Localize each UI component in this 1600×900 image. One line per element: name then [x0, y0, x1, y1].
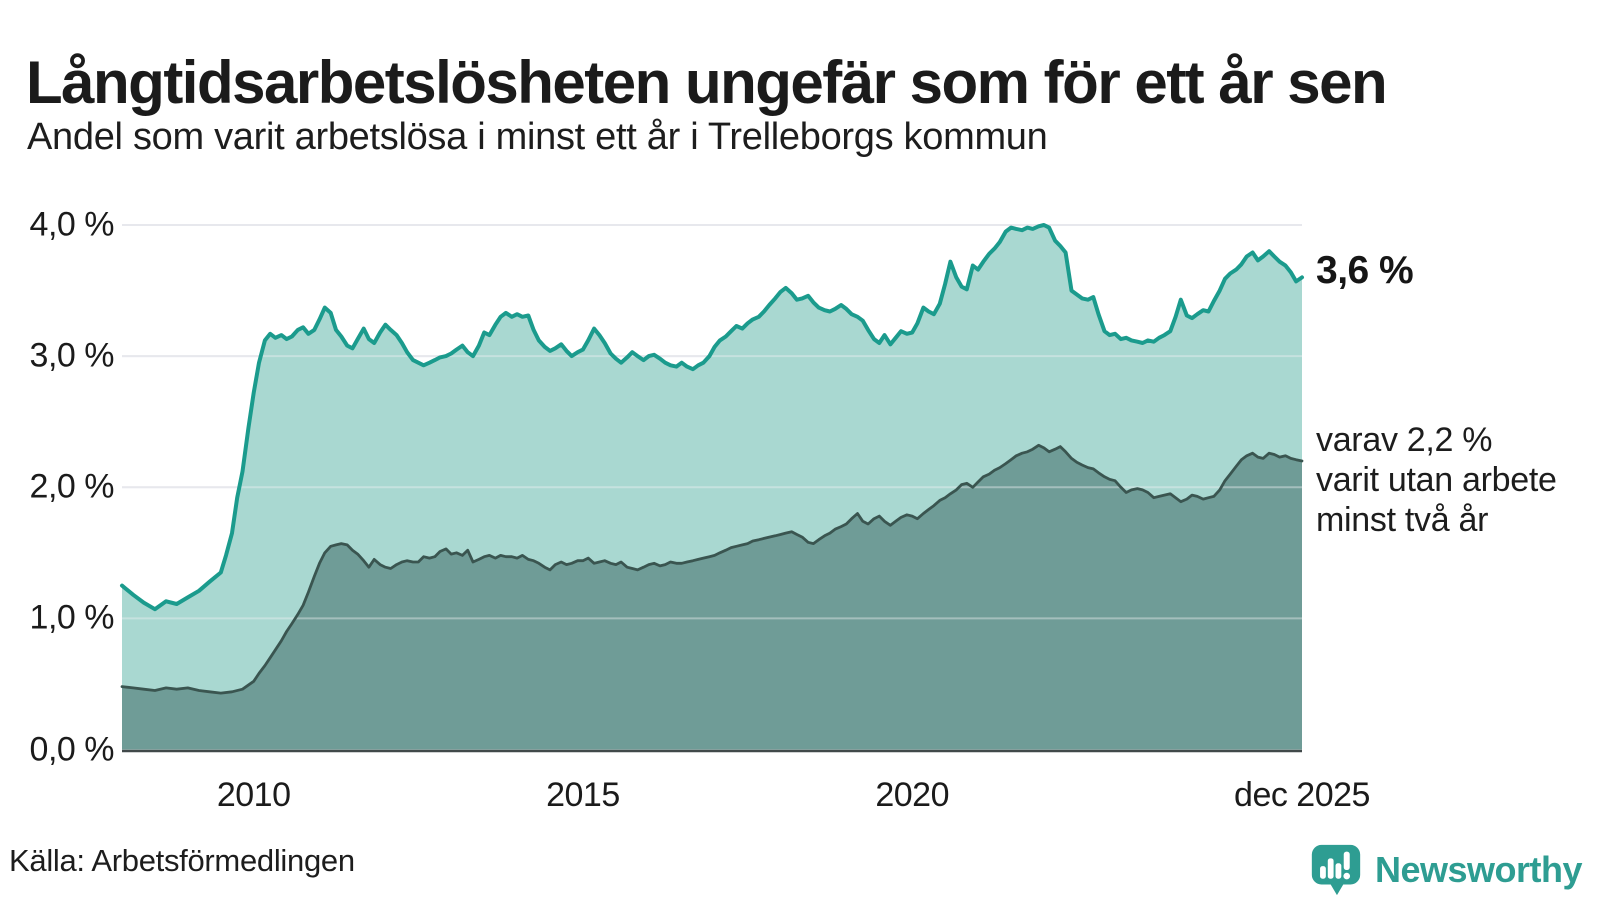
bar-2 [1327, 858, 1334, 879]
two-year-annotation-line1: varav 2,2 % [1316, 421, 1493, 459]
newsworthy-logo-icon [1311, 844, 1361, 896]
bar-3 [1335, 863, 1342, 879]
page-subtitle: Andel som varit arbetslösa i minst ett å… [27, 116, 1048, 158]
y-tick-label: 0,0 % [29, 730, 115, 768]
two-year-annotation: varav 2,2 % varit utan arbete minst två … [1316, 420, 1557, 540]
area-minst-tva-ar [122, 445, 1302, 750]
line-minst-tva-ar [120, 443, 1304, 695]
exclamation-dot [1343, 872, 1350, 880]
brand-lockup: Newsworthy [1307, 840, 1583, 900]
bar-1 [1320, 866, 1326, 879]
brand-wordmark: Newsworthy [1374, 849, 1583, 890]
two-year-annotation-line3: minst två år [1316, 501, 1489, 539]
y-tick-label: 3,0 % [29, 336, 115, 375]
source-note: Källa: Arbetsförmedlingen [9, 843, 355, 878]
x-tick-label: 2015 [546, 776, 620, 814]
x-tick-label: 2020 [875, 776, 949, 814]
x-tick-label: 2010 [216, 776, 291, 814]
y-tick-label: 1,0 % [29, 598, 115, 637]
y-tick-label: 2,0 % [29, 467, 115, 506]
line-minst-ett-ar [120, 223, 1304, 612]
exclamation-stem [1343, 851, 1350, 870]
series-end-value-label: 3,6 % [1316, 249, 1414, 292]
page-title: Långtidsarbetslösheten ungefär som för e… [26, 49, 1388, 117]
two-year-annotation-line2: varit utan arbete [1316, 461, 1557, 499]
x-tick-label: dec 2025 [1234, 776, 1370, 814]
y-tick-label: 4,0 % [29, 205, 115, 244]
